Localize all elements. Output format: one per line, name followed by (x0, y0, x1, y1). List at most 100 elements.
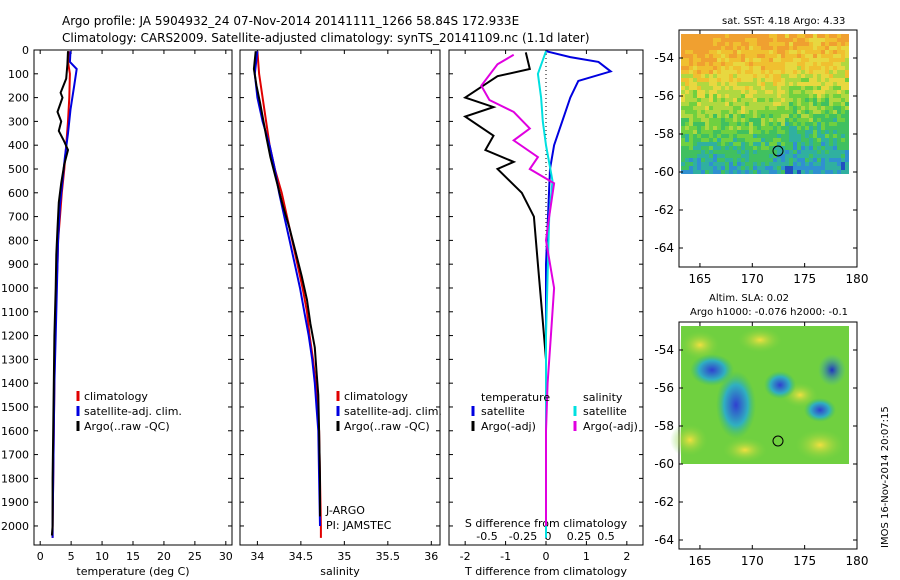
sst-cell (705, 62, 709, 66)
sst-cell (817, 66, 821, 70)
sst-cell (825, 150, 829, 154)
sst-cell (717, 54, 721, 58)
sst-cell (773, 170, 777, 174)
y-tick-label: 1000 (1, 282, 29, 295)
sla-blob (670, 422, 710, 458)
sst-cell (813, 38, 817, 42)
sst-cell (793, 58, 797, 62)
sst-cell (769, 166, 773, 170)
sst-cell (845, 74, 849, 78)
sst-cell (797, 170, 801, 174)
sst-cell (705, 74, 709, 78)
sst-cell (709, 46, 713, 50)
sst-cell (765, 134, 769, 138)
sst-cell (777, 162, 781, 166)
sst-cell (717, 114, 721, 118)
sst-cell (805, 34, 809, 38)
sst-cell (725, 86, 729, 90)
sst-cell (701, 46, 705, 50)
sst-cell (789, 138, 793, 142)
sst-cell (721, 42, 725, 46)
sst-cell (793, 54, 797, 58)
sst-cell (825, 42, 829, 46)
sst-cell (809, 66, 813, 70)
sst-cell (753, 162, 757, 166)
sst-cell (797, 134, 801, 138)
sst-cell (737, 78, 741, 82)
sst-cell (781, 110, 785, 114)
sst-cell (681, 142, 685, 146)
sst-cell (689, 122, 693, 126)
sst-cell (845, 170, 849, 174)
sst-cell (757, 146, 761, 150)
sst-cell (701, 110, 705, 114)
sst-cell (789, 62, 793, 66)
title-line1: Argo profile: JA 5904932_24 07-Nov-2014 … (62, 14, 519, 28)
sst-cell (753, 38, 757, 42)
sst-cell (781, 158, 785, 162)
sst-cell (729, 58, 733, 62)
sst-cell (745, 150, 749, 154)
sst-cell (829, 86, 833, 90)
sst-cell (797, 142, 801, 146)
sst-cell (797, 58, 801, 62)
sst-cell (745, 106, 749, 110)
sst-cell (777, 90, 781, 94)
sst-cell (829, 110, 833, 114)
sst-cell (701, 106, 705, 110)
sst-cell (705, 102, 709, 106)
sst-cell (797, 46, 801, 50)
sst-cell (829, 50, 833, 54)
sst-cell (841, 110, 845, 114)
sst-cell (781, 154, 785, 158)
sst-cell (721, 162, 725, 166)
sst-cell (833, 62, 837, 66)
sst-cell (749, 130, 753, 134)
sst-cell (749, 106, 753, 110)
sst-cell (801, 90, 805, 94)
sst-cell (793, 106, 797, 110)
sst-cell (801, 106, 805, 110)
sst-cell (789, 170, 793, 174)
sst-cell (725, 150, 729, 154)
map-y-tick-label: -58 (654, 419, 674, 433)
sst-cell (749, 158, 753, 162)
sst-cell (701, 142, 705, 146)
sst-cell (753, 114, 757, 118)
sst-cell (761, 34, 765, 38)
sst-cell (845, 130, 849, 134)
sst-cell (825, 118, 829, 122)
sst-cell (681, 126, 685, 130)
sst-cell (837, 58, 841, 62)
sst-cell (833, 102, 837, 106)
sst-cell (813, 78, 817, 82)
sst-cell (769, 146, 773, 150)
sst-cell (725, 70, 729, 74)
sst-cell (761, 86, 765, 90)
sst-cell (709, 74, 713, 78)
sst-cell (709, 110, 713, 114)
sst-cell (757, 166, 761, 170)
sst-cell (801, 50, 805, 54)
legend-label: climatology (84, 390, 148, 403)
sst-cell (801, 82, 805, 86)
sst-cell (705, 38, 709, 42)
sst-cell (793, 62, 797, 66)
sst-cell (697, 150, 701, 154)
sst-cell (745, 42, 749, 46)
sst-cell (845, 158, 849, 162)
sst-cell (721, 106, 725, 110)
sst-cell (769, 106, 773, 110)
sst-cell (713, 82, 717, 86)
sst-cell (845, 114, 849, 118)
sst-cell (729, 66, 733, 70)
sst-cell (717, 138, 721, 142)
sst-cell (809, 118, 813, 122)
x-tick-label: 0 (37, 550, 44, 563)
sst-cell (737, 150, 741, 154)
sst-cell (781, 54, 785, 58)
sst-cell (713, 138, 717, 142)
sst-cell (777, 142, 781, 146)
sst-cell (737, 110, 741, 114)
sst-cell (769, 118, 773, 122)
